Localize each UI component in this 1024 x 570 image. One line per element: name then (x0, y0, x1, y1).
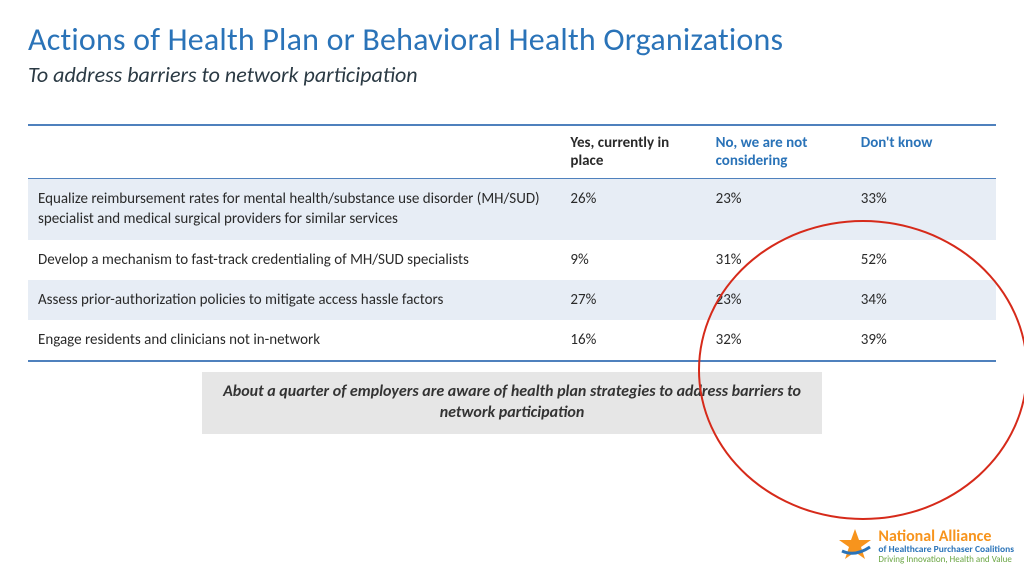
page-title: Actions of Health Plan or Behavioral Hea… (28, 20, 996, 59)
table-header-row: Yes, currently in placeNo, we are not co… (28, 125, 996, 179)
column-header: Don't know (851, 125, 996, 179)
callout-box: About a quarter of employers are aware o… (202, 372, 822, 434)
table-cell: Engage residents and clinicians not in-n… (28, 320, 560, 361)
table-cell: 23% (706, 280, 851, 320)
table-row: Develop a mechanism to fast-track creden… (28, 240, 996, 280)
table-cell: 31% (706, 240, 851, 280)
table-cell: 16% (560, 320, 705, 361)
table-row: Equalize reimbursement rates for mental … (28, 179, 996, 240)
column-header: Yes, currently in place (560, 125, 705, 179)
column-header: No, we are not considering (706, 125, 851, 179)
table-row: Assess prior-authorization policies to m… (28, 280, 996, 320)
table-cell: Assess prior-authorization policies to m… (28, 280, 560, 320)
logo-line3: Driving Innovation, Health and Value (878, 555, 1014, 564)
table-cell: 32% (706, 320, 851, 361)
table-cell: Develop a mechanism to fast-track creden… (28, 240, 560, 280)
star-icon (838, 527, 872, 566)
table-cell: 9% (560, 240, 705, 280)
table-cell: 33% (851, 179, 996, 240)
table-cell: 23% (706, 179, 851, 240)
page-subtitle: To address barriers to network participa… (28, 61, 996, 88)
footer-logo: National Alliance of Healthcare Purchase… (838, 527, 1014, 566)
table-cell: 34% (851, 280, 996, 320)
table-cell: Equalize reimbursement rates for mental … (28, 179, 560, 240)
data-table: Yes, currently in placeNo, we are not co… (28, 124, 996, 362)
column-header (28, 125, 560, 179)
table-cell: 27% (560, 280, 705, 320)
table-row: Engage residents and clinicians not in-n… (28, 320, 996, 361)
table-cell: 26% (560, 179, 705, 240)
table-region: Yes, currently in placeNo, we are not co… (28, 124, 996, 362)
table-cell: 52% (851, 240, 996, 280)
table-cell: 39% (851, 320, 996, 361)
logo-text: National Alliance of Healthcare Purchase… (878, 529, 1014, 564)
